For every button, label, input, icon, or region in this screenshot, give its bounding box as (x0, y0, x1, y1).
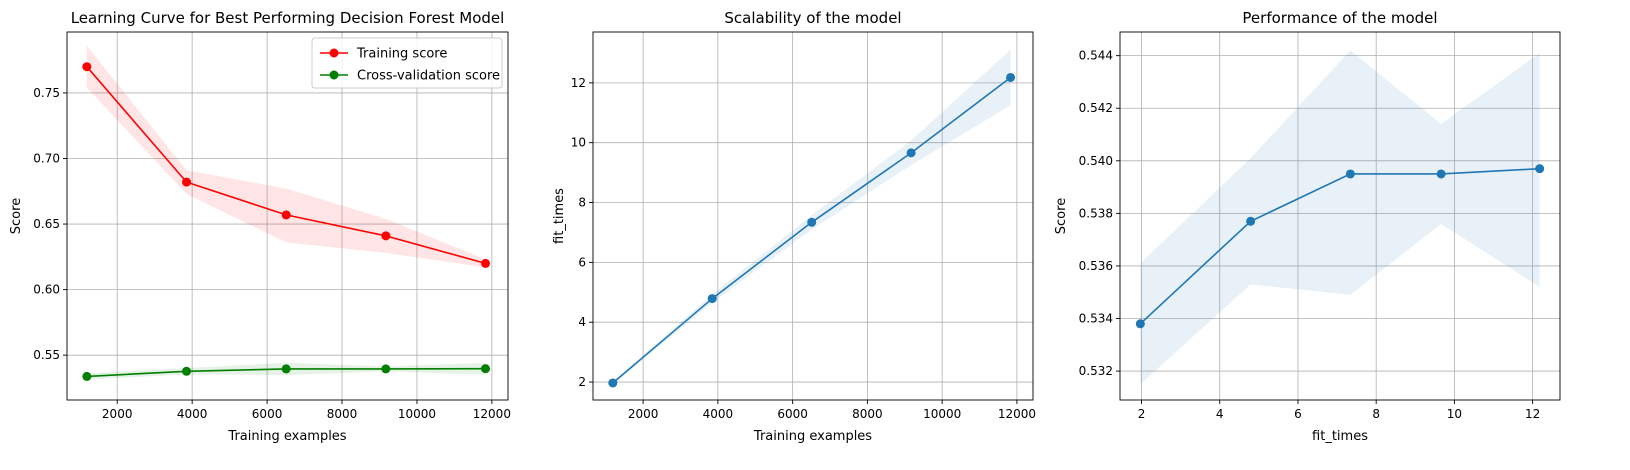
series-1-band (1140, 50, 1540, 385)
x-tick-label: 4000 (177, 407, 208, 421)
y-tick-label: 0.70 (33, 152, 60, 166)
legend: Training score Cross-validation score (311, 37, 503, 89)
cross-validation-score-point (481, 364, 491, 374)
series-1-point (707, 294, 717, 304)
y-tick-label: 10 (571, 136, 586, 150)
training-score-point (182, 177, 192, 187)
x-tick-label: 12 (1525, 407, 1540, 421)
y-tick-label: 0.544 (1079, 49, 1113, 63)
y-tick-label: 0.542 (1079, 101, 1113, 115)
x-tick-label: 10000 (923, 407, 961, 421)
y-tick-label: 0.65 (33, 217, 60, 231)
series-1-band (612, 49, 1011, 385)
axes-frame (592, 31, 1034, 401)
series-1-point (1246, 216, 1256, 226)
chart-panel-3: 2 4 6 8 10 12 0.532 0.534 0.536 0.538 0.540 0.542 0.… (1054, 9, 1561, 444)
x-tick-label: 6 (1294, 407, 1302, 421)
x-tick-label: 4000 (703, 407, 734, 421)
y-tick-label: 0.60 (33, 283, 60, 297)
y-tick-label: 4 (578, 315, 586, 329)
training-score-point (281, 210, 291, 220)
x-tick-label: 12000 (998, 407, 1036, 421)
y-tick-label: 12 (571, 76, 586, 90)
x-tick-label: 8 (1372, 407, 1380, 421)
y-axis-label: Score (9, 198, 24, 234)
series-1-point (608, 378, 618, 388)
y-tick-label: 0.540 (1079, 154, 1113, 168)
cross-validation-score-point (381, 364, 391, 374)
chart-panel-2: 2000 4000 6000 8000 10000 12000 2 4 6 8 10 12 Scalab… (552, 9, 1036, 444)
x-tick-label: 8000 (852, 407, 883, 421)
y-tick-label: 6 (578, 255, 586, 269)
training-score-point (82, 62, 92, 72)
x-axis-label: Training examples (227, 429, 346, 444)
x-tick-label: 2000 (628, 407, 659, 421)
chart-title: Scalability of the model (724, 9, 901, 27)
x-tick-label: 6000 (252, 407, 283, 421)
y-tick-label: 0.538 (1079, 206, 1113, 220)
x-tick-label: 2 (1138, 407, 1146, 421)
y-tick-label: 2 (578, 375, 586, 389)
x-axis-label: fit_times (1312, 429, 1368, 444)
cross-validation-score-point (281, 364, 291, 374)
legend-label: Cross-validation score (357, 69, 500, 84)
x-tick-label: 10000 (398, 407, 436, 421)
y-tick-label: 0.534 (1079, 312, 1113, 326)
x-tick-label: 8000 (327, 407, 358, 421)
axes-frame (1119, 31, 1561, 401)
series-1-line (612, 76, 1012, 384)
series-1-point (1135, 319, 1145, 329)
chart-panel-1: 2000 4000 6000 8000 10000 12000 0.55 0.60 0.65 0.… (9, 9, 511, 444)
x-tick-label: 12000 (473, 407, 511, 421)
legend-box (311, 37, 503, 89)
series-1-point (1345, 169, 1355, 179)
x-axis-label: Training examples (753, 429, 872, 444)
x-tick-label: 6000 (777, 407, 808, 421)
series-1-point (1535, 164, 1545, 174)
x-tick-label: 10 (1447, 407, 1462, 421)
cross-validation-score-point (182, 366, 192, 376)
y-tick-label: 0.532 (1079, 364, 1113, 378)
chart-title: Learning Curve for Best Performing Decis… (71, 9, 505, 27)
series-1-point (1006, 72, 1016, 82)
y-tick-label: 0.55 (33, 348, 60, 362)
series-1-point (906, 148, 916, 158)
training-score-point (481, 258, 491, 268)
series-1-point (1436, 169, 1446, 179)
y-tick-label: 0.75 (33, 86, 60, 100)
y-tick-label: 0.536 (1079, 259, 1113, 273)
x-tick-label: 4 (1216, 407, 1224, 421)
cross-validation-score-point (82, 371, 92, 381)
chart-title: Performance of the model (1242, 9, 1437, 27)
x-tick-label: 2000 (102, 407, 133, 421)
legend-swatch-marker (329, 70, 339, 80)
y-axis-label: Score (1054, 198, 1069, 234)
training-score-point (381, 231, 391, 241)
training-score-band (86, 45, 486, 268)
series-1-point (807, 217, 817, 227)
legend-label: Training score (356, 47, 447, 62)
y-tick-label: 8 (578, 196, 586, 210)
y-axis-label: fit_times (552, 188, 567, 244)
legend-swatch-marker (329, 48, 339, 58)
axes-frame (66, 31, 509, 401)
